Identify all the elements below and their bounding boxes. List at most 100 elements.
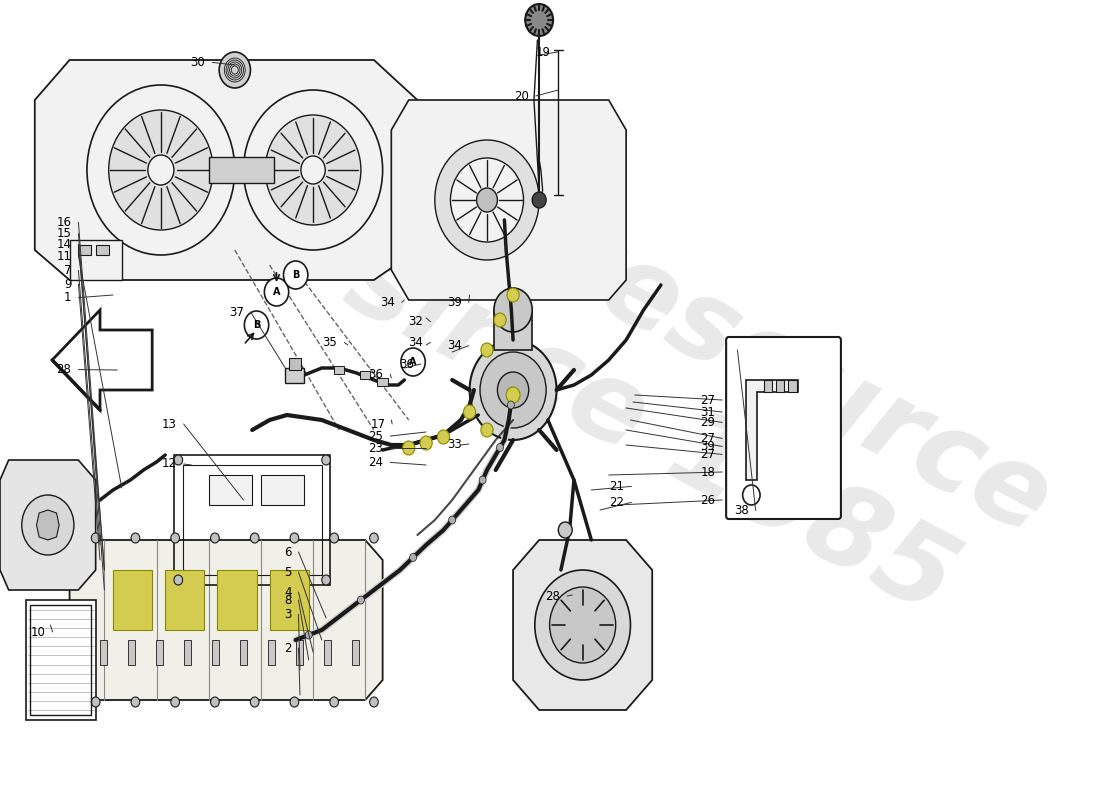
Circle shape — [550, 587, 616, 663]
Text: 27: 27 — [701, 394, 715, 406]
Text: 4: 4 — [284, 586, 292, 598]
Circle shape — [170, 697, 179, 707]
Circle shape — [358, 596, 364, 604]
Circle shape — [370, 697, 378, 707]
Bar — [183, 465, 322, 575]
Circle shape — [109, 110, 213, 230]
Text: 25: 25 — [368, 430, 383, 442]
Circle shape — [265, 115, 361, 225]
Text: 22: 22 — [609, 496, 625, 509]
Circle shape — [210, 697, 219, 707]
Circle shape — [470, 340, 557, 440]
Circle shape — [290, 697, 299, 707]
Text: 16: 16 — [56, 216, 72, 229]
Text: B: B — [253, 320, 261, 330]
Circle shape — [494, 288, 532, 332]
Text: 11: 11 — [56, 250, 72, 262]
FancyBboxPatch shape — [726, 337, 840, 519]
Circle shape — [301, 156, 326, 184]
Bar — [31, 605, 91, 715]
Text: 24: 24 — [368, 456, 383, 469]
Bar — [156, 640, 163, 665]
Bar — [763, 380, 772, 392]
Bar — [776, 380, 784, 392]
Bar — [377, 378, 388, 386]
Circle shape — [420, 436, 432, 450]
Circle shape — [251, 533, 258, 543]
Text: 9: 9 — [64, 278, 72, 290]
Text: 20: 20 — [514, 90, 529, 102]
Text: 28: 28 — [546, 590, 560, 602]
Bar — [113, 570, 152, 630]
Bar — [69, 240, 122, 280]
Circle shape — [219, 52, 251, 88]
Circle shape — [170, 533, 179, 543]
Text: 37: 37 — [229, 306, 244, 318]
Text: 23: 23 — [368, 442, 383, 454]
Text: 1: 1 — [64, 291, 72, 304]
Polygon shape — [35, 60, 417, 280]
Circle shape — [494, 313, 506, 327]
Text: 36: 36 — [399, 358, 414, 370]
Text: 31: 31 — [701, 406, 715, 418]
Circle shape — [480, 476, 486, 484]
Text: 36: 36 — [368, 368, 383, 381]
Bar — [96, 245, 109, 255]
Text: 39: 39 — [447, 296, 462, 309]
Bar — [218, 570, 256, 630]
Circle shape — [91, 697, 100, 707]
Circle shape — [535, 570, 630, 680]
Circle shape — [251, 697, 258, 707]
Circle shape — [330, 697, 339, 707]
Circle shape — [480, 352, 546, 428]
Text: 28: 28 — [56, 363, 72, 376]
Circle shape — [370, 533, 378, 543]
Bar — [288, 358, 301, 370]
Circle shape — [481, 343, 493, 357]
Bar — [261, 475, 305, 505]
Text: 27: 27 — [701, 432, 715, 445]
Circle shape — [174, 455, 183, 465]
Text: 3: 3 — [284, 608, 292, 621]
Bar — [165, 570, 205, 630]
Text: 17: 17 — [371, 418, 385, 430]
Circle shape — [91, 533, 100, 543]
Circle shape — [506, 387, 520, 403]
Text: A: A — [273, 287, 280, 297]
Text: 5: 5 — [284, 566, 292, 578]
Bar — [26, 600, 96, 720]
Text: 19: 19 — [536, 46, 551, 58]
Bar — [78, 245, 91, 255]
Text: 33: 33 — [447, 438, 462, 450]
Text: 18: 18 — [701, 466, 715, 478]
Bar — [268, 640, 275, 665]
Circle shape — [322, 455, 330, 465]
Circle shape — [507, 401, 515, 409]
Text: 35: 35 — [322, 336, 338, 349]
Circle shape — [210, 533, 219, 543]
Circle shape — [243, 90, 383, 250]
Text: 21: 21 — [609, 480, 625, 493]
Text: A: A — [409, 357, 417, 367]
Circle shape — [438, 430, 450, 444]
Bar — [240, 640, 248, 665]
Text: 13: 13 — [162, 418, 177, 430]
Circle shape — [434, 140, 539, 260]
Text: 14: 14 — [56, 238, 72, 250]
Polygon shape — [0, 460, 96, 590]
Text: B: B — [292, 270, 299, 280]
Text: 39: 39 — [701, 440, 715, 453]
Circle shape — [131, 533, 140, 543]
Circle shape — [449, 516, 455, 524]
Circle shape — [131, 697, 140, 707]
Polygon shape — [52, 310, 152, 410]
Bar — [352, 640, 360, 665]
Circle shape — [525, 4, 553, 36]
Circle shape — [290, 533, 299, 543]
Text: 38: 38 — [734, 504, 749, 517]
Text: sparesource
since 1985: sparesource since 1985 — [287, 102, 1069, 658]
Bar — [209, 475, 252, 505]
Bar — [100, 640, 107, 665]
Bar — [270, 570, 309, 630]
Circle shape — [322, 575, 330, 585]
